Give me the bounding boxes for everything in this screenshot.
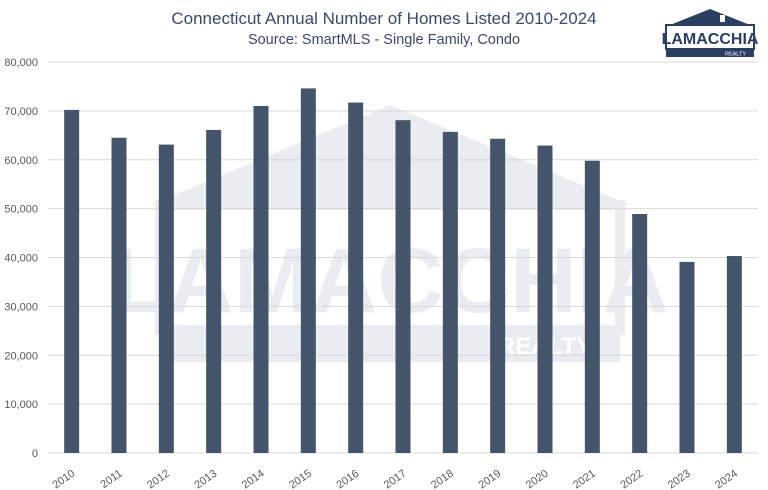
bar-2013 bbox=[206, 129, 222, 453]
bar-2014 bbox=[253, 105, 269, 454]
x-tick-label: 2024 bbox=[713, 468, 740, 490]
x-tick-label: 2011 bbox=[98, 468, 124, 490]
y-tick-label: 20,000 bbox=[4, 350, 38, 362]
watermark-brand-text: LAMACCHIA bbox=[111, 230, 668, 332]
x-tick-label: 2016 bbox=[334, 468, 361, 490]
x-tick-label: 2022 bbox=[618, 468, 645, 490]
bar-2023 bbox=[679, 261, 695, 453]
bar-2024 bbox=[726, 256, 742, 453]
x-tick-label: 2010 bbox=[50, 468, 77, 490]
y-tick-label: 30,000 bbox=[4, 301, 38, 313]
bar-2012 bbox=[158, 144, 174, 453]
x-tick-label: 2019 bbox=[476, 468, 503, 490]
y-tick-label: 0 bbox=[32, 448, 38, 460]
x-tick-label: 2014 bbox=[240, 468, 267, 490]
y-tick-label: 50,000 bbox=[4, 204, 38, 216]
x-tick-label: 2020 bbox=[524, 468, 551, 490]
bar-2017 bbox=[395, 120, 411, 453]
bar-2011 bbox=[111, 137, 127, 453]
x-tick-label: 2023 bbox=[666, 468, 693, 490]
logo-brand-text: LAMACCHIA bbox=[662, 31, 758, 48]
bar-2020 bbox=[537, 145, 553, 454]
x-tick-label: 2018 bbox=[429, 468, 456, 490]
y-tick-label: 40,000 bbox=[4, 253, 38, 265]
bar-2021 bbox=[584, 160, 600, 454]
y-tick-label: 10,000 bbox=[4, 399, 38, 411]
chart-subtitle: Source: SmartMLS - Single Family, Condo bbox=[247, 32, 521, 48]
bar-2015 bbox=[300, 88, 316, 453]
y-tick-label: 80,000 bbox=[4, 57, 38, 69]
logo-sub-text: REALTY bbox=[725, 52, 746, 58]
bar-2010 bbox=[64, 109, 80, 454]
x-tick-label: 2012 bbox=[145, 468, 172, 490]
x-tick-label: 2017 bbox=[382, 468, 409, 490]
x-tick-label: 2013 bbox=[192, 468, 219, 490]
bar-2018 bbox=[442, 131, 458, 454]
chart-title: Connecticut Annual Number of Homes Liste… bbox=[171, 9, 597, 28]
x-tick-label: 2015 bbox=[287, 468, 314, 490]
bar-2016 bbox=[348, 102, 364, 453]
y-tick-label: 60,000 bbox=[4, 155, 38, 167]
brand-logo: LAMACCHIA REALTY bbox=[662, 9, 758, 58]
y-tick-label: 70,000 bbox=[4, 106, 38, 118]
bar-2019 bbox=[490, 138, 506, 453]
bar-2022 bbox=[632, 214, 648, 453]
x-tick-label: 2021 bbox=[571, 468, 598, 490]
